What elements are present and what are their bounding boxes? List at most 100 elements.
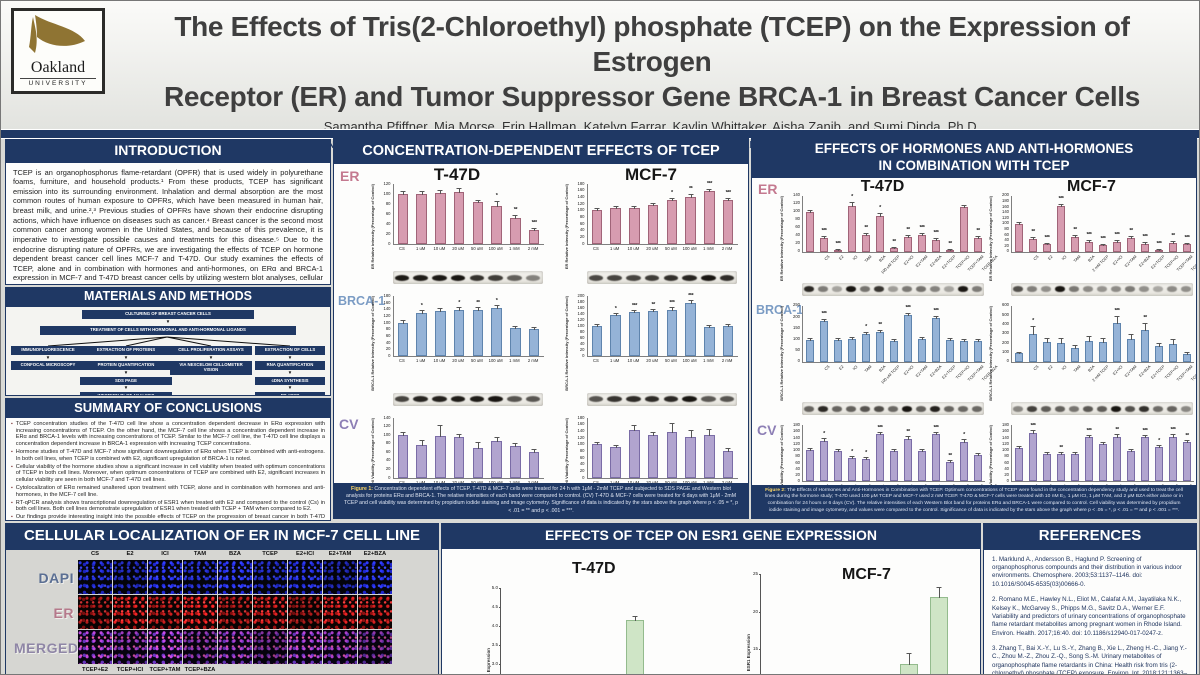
- error-bar: [921, 337, 923, 340]
- significance-stars: *: [879, 205, 881, 212]
- chart-horm-cv-mcf7: Cell Viability (Percentage of Control) 0 2…: [988, 422, 1196, 501]
- error-bar-cap: [475, 441, 481, 443]
- error-bar-cap: [863, 331, 869, 333]
- bar-TAM: **: [1057, 445, 1065, 482]
- bar-slot-TCEP+ICI: ***: [1152, 196, 1166, 252]
- error-bar: [865, 332, 867, 335]
- bar-slot-ICI+TCEP: *: [1152, 425, 1166, 482]
- figure2-caption: Figure 2: The Effects of Hormones and An…: [752, 484, 1196, 518]
- error-bar: [534, 328, 536, 331]
- row-label-brca1: BRCA-1: [756, 302, 804, 317]
- figure2-text: The Effects of Hormones and Anti-Hormone…: [765, 487, 1183, 514]
- confocal-image-grid: CS E2 ICI TAM BZA TCEP E2+ICI E2+TAM E2+BZA DAPI E…: [6, 549, 438, 674]
- error-bar: [907, 437, 909, 441]
- error-bar: [653, 203, 655, 206]
- bar-slot-E2+ICI: ***: [1096, 196, 1110, 252]
- error-bar: [515, 215, 517, 219]
- confocal-image-merged-ICI: [148, 629, 182, 664]
- error-bar-cap: [669, 307, 675, 309]
- error-bar: [823, 439, 825, 443]
- y-tick: 3.0: [491, 661, 498, 666]
- error-bar-cap: [975, 338, 981, 340]
- confocal-col-header-E2+ICI: E2+ICI: [296, 550, 314, 557]
- western-blot-strip: [586, 271, 737, 285]
- error-bar-cap: [1100, 337, 1106, 339]
- significance-stars: **: [976, 228, 980, 235]
- error-bar-cap: [688, 429, 694, 431]
- error-bar: [963, 440, 965, 444]
- bar-E2+BZA: [918, 336, 926, 362]
- error-bar: [634, 616, 636, 622]
- blot-lane-100 uM TCEP: [872, 286, 886, 293]
- plot-area: * * ** *: [392, 296, 544, 358]
- significance-stars: **: [513, 207, 518, 214]
- bar-1 uM: [610, 205, 621, 244]
- error-bar-cap: [863, 457, 869, 459]
- bar-CS: [591, 441, 603, 478]
- bar-slot-E2: ***: [1026, 423, 1040, 482]
- summary-bullet-1: ▪ TCEP concentration studies of the T-47D…: [11, 421, 325, 447]
- bullet-marker-icon: ▪: [11, 499, 13, 506]
- plot-area: [392, 417, 544, 479]
- error-bar-cap: [531, 448, 537, 450]
- bar-ICI: ***: [834, 242, 842, 252]
- flow-arrow: ▼: [208, 354, 214, 360]
- plot-wrap: 0 20 40 60 80 100 120 140 *** *** * ** * ** ** *** *** **…: [789, 193, 998, 275]
- blot-band: [488, 396, 503, 403]
- chart-esr1-mcf7: ESR1 Expression2520151050: [746, 571, 965, 674]
- error-bar-cap: [1044, 337, 1050, 339]
- error-bar: [1116, 316, 1118, 324]
- blot-band: [644, 396, 660, 403]
- blot-lane-TCEP+ICI: [942, 405, 956, 412]
- bar-visible-1: [625, 615, 644, 674]
- error-bar-cap: [613, 313, 619, 315]
- error-bar-cap: [1142, 435, 1148, 437]
- error-bar-cap: [1030, 236, 1036, 238]
- error-bar: [477, 200, 479, 203]
- plot-area: ************: [802, 306, 985, 363]
- bar-E2+ICI: [1099, 337, 1107, 362]
- error-bar-cap: [1058, 203, 1064, 205]
- bar-E2+TAM: **: [904, 228, 912, 252]
- cell-line-title-t47d: T-47D: [433, 165, 481, 185]
- flow-branch-2: EXTRACTION OF PROTEINS ▼ PROTEIN QUANTIFIC…: [80, 345, 172, 395]
- bar-E2: *: [820, 431, 828, 482]
- blot-band: [957, 286, 969, 293]
- error-bar: [963, 205, 965, 208]
- bar-slot-TAM: [1054, 306, 1068, 362]
- bar-E2: ***: [820, 229, 828, 252]
- blot-lane-E2+TAM: [900, 286, 914, 293]
- significance-stars: ***: [1114, 308, 1120, 315]
- error-bar: [496, 437, 498, 442]
- esr1-title: EFFECTS OF TCEP ON ESR1 GENE EXPRESSION: [442, 524, 980, 549]
- significance-stars: *: [865, 449, 867, 456]
- bar-TCEP+TAM: [1169, 338, 1177, 362]
- bar-chart-conc-brca-t47d: BRCA-1 Relative Intensity (Percentage of…: [370, 293, 544, 391]
- bar-TAM: [1057, 337, 1065, 362]
- bar-slot-E2+TAM: **: [1110, 425, 1124, 482]
- bar-slot-20 uM: [644, 418, 663, 478]
- blot-lane-CS: [587, 274, 606, 281]
- blot-band: [1110, 405, 1122, 412]
- bar-slot-BZA: **: [1068, 196, 1082, 252]
- error-bar: [865, 233, 867, 236]
- confocal-panel: CELLULAR LOCALIZATION OF ER IN MCF-7 CEL…: [5, 523, 439, 674]
- error-bar-cap: [1072, 452, 1078, 454]
- blot-band: [1096, 286, 1108, 293]
- confocal-col-header-TAM: TAM: [193, 550, 207, 557]
- error-bar-cap: [933, 432, 939, 434]
- bar-slot-1 uM: [606, 184, 625, 244]
- y-tick: 4.5: [491, 604, 498, 609]
- error-bar-cap: [1086, 335, 1092, 337]
- summary-bullet-6: ▪ Our findings provide interesting insigh…: [11, 514, 325, 520]
- confocal-title: CELLULAR LOCALIZATION OF ER IN MCF-7 CEL…: [6, 524, 438, 550]
- significance-stars: **: [1059, 444, 1063, 451]
- error-bar-cap: [919, 336, 925, 338]
- chart-conc-er-mcf7: ER Relative Intensity (Percentage of Con…: [564, 181, 738, 269]
- error-bar-cap: [1044, 242, 1050, 244]
- hormones-er-row: ER T-47D ER Relative Intensity (Percenta…: [752, 178, 1197, 296]
- logo-university-text: UNIVERSITY: [20, 78, 96, 87]
- error-bar-cap: [512, 214, 518, 216]
